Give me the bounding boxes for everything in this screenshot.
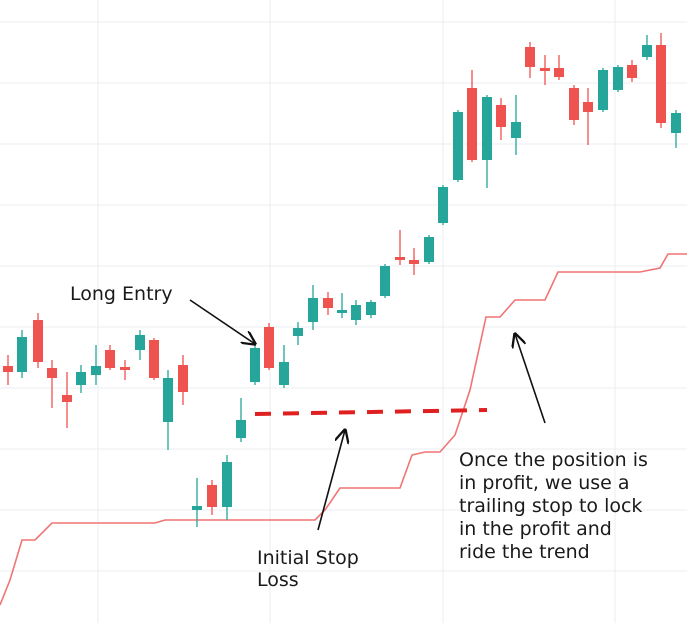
note: Once the position is xyxy=(459,449,648,471)
candle-body xyxy=(438,187,448,223)
candle-body xyxy=(337,310,347,313)
arrow xyxy=(189,299,255,344)
candle-body xyxy=(642,45,652,57)
candle-body xyxy=(163,378,173,422)
arrow xyxy=(317,430,345,531)
candle-body xyxy=(76,372,86,385)
candle-body xyxy=(453,112,463,180)
note: ride the trend xyxy=(459,541,590,563)
candle-body xyxy=(47,368,57,378)
candle-body xyxy=(409,260,419,264)
candle-body xyxy=(308,298,318,322)
note: Loss xyxy=(257,569,299,591)
candle-body xyxy=(395,257,405,260)
candle-body xyxy=(482,97,492,160)
candle-body xyxy=(627,65,637,78)
candle-body xyxy=(279,362,289,385)
note: Long Entry xyxy=(70,283,173,305)
candle-body xyxy=(598,70,608,110)
candle-body xyxy=(3,366,13,372)
candle-body xyxy=(540,68,550,71)
annotations: Long Entry Initial Stop Loss Once the po… xyxy=(70,283,648,591)
candle-body xyxy=(236,420,246,438)
candle-body xyxy=(120,367,130,370)
candle-body xyxy=(264,327,274,368)
candle-body xyxy=(467,88,477,160)
candle-body xyxy=(192,506,202,510)
note: in the profit and xyxy=(459,518,612,540)
candle-body xyxy=(525,47,535,67)
note: trailing stop to lock xyxy=(459,495,642,517)
marks xyxy=(0,33,687,606)
candle-body xyxy=(671,113,681,133)
candle-body xyxy=(17,337,27,372)
arrow xyxy=(515,334,546,424)
candle-body xyxy=(250,348,260,382)
initial-stop-line xyxy=(254,408,488,416)
candle-body xyxy=(496,105,506,127)
candle-body xyxy=(207,485,217,507)
candle-body xyxy=(366,302,376,315)
candle-body xyxy=(91,366,101,375)
candle-body xyxy=(613,67,623,90)
candle-body xyxy=(178,365,188,392)
note: Initial Stop xyxy=(257,547,359,569)
candle-body xyxy=(351,305,361,320)
candle-body xyxy=(424,237,434,262)
candle-body xyxy=(33,320,43,362)
candle-body xyxy=(511,122,521,138)
candle-body xyxy=(569,88,579,120)
candle-body xyxy=(380,266,390,296)
candle-body xyxy=(149,340,159,378)
candle-body xyxy=(105,350,115,368)
candle-body xyxy=(62,395,72,402)
candle-body xyxy=(583,102,593,112)
candle-body xyxy=(222,462,232,507)
candle-body xyxy=(554,68,564,77)
candle-body xyxy=(656,45,666,123)
candle-body xyxy=(135,335,145,350)
annotation-arrows xyxy=(189,299,546,531)
candle-body xyxy=(323,298,333,308)
candle-body xyxy=(293,328,303,336)
note: in profit, we use a xyxy=(459,472,630,494)
trailing-stop-line xyxy=(0,253,687,606)
